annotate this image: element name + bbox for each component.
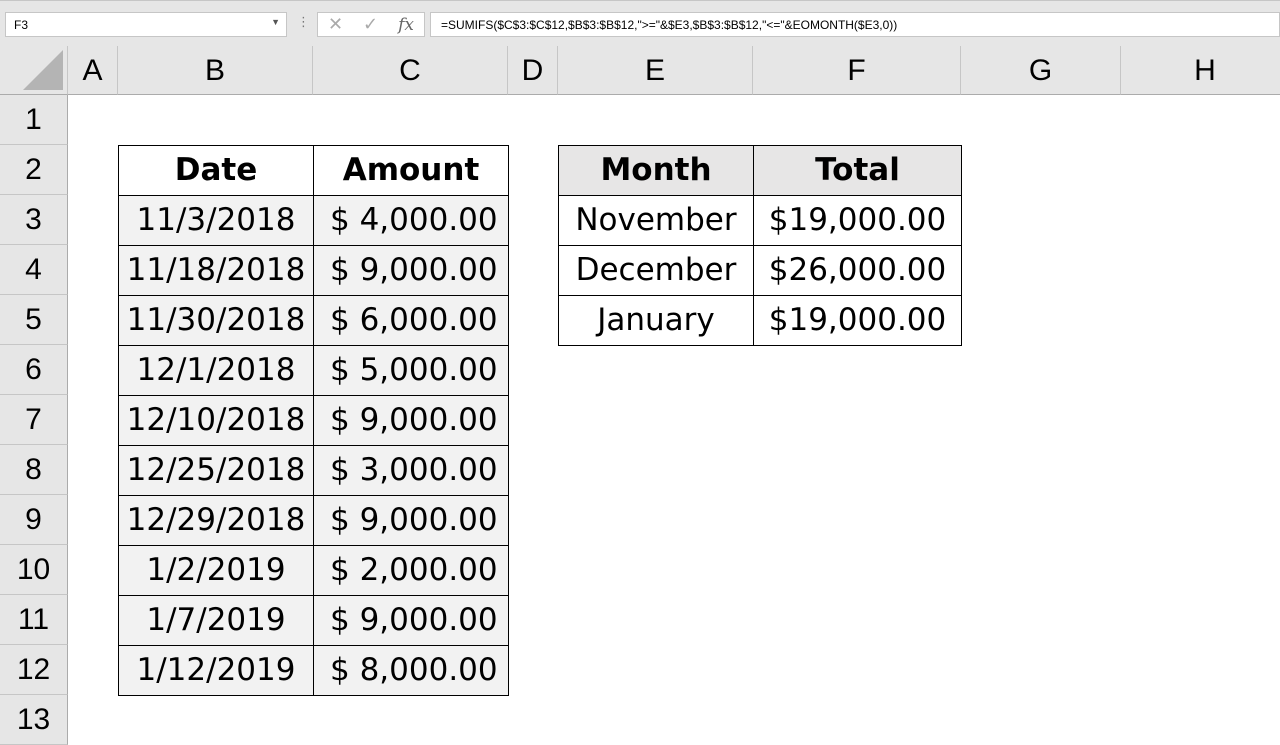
column-header-F[interactable]: F <box>753 46 961 95</box>
row-header-11[interactable]: 11 <box>0 595 68 645</box>
date-cell[interactable]: 1/7/2019 <box>118 595 314 646</box>
row-header-13[interactable]: 13 <box>0 695 68 745</box>
month-cell[interactable]: November <box>558 195 754 246</box>
total-cell[interactable]: $26,000.00 <box>753 245 962 296</box>
amount-cell[interactable]: $ 8,000.00 <box>313 645 509 696</box>
name-box-value: F3 <box>14 18 29 32</box>
date-cell[interactable]: 11/30/2018 <box>118 295 314 346</box>
column-header-E[interactable]: E <box>558 46 753 95</box>
table-header-date[interactable]: Date <box>118 145 314 196</box>
amount-cell[interactable]: $ 9,000.00 <box>313 595 509 646</box>
date-cell[interactable]: 12/1/2018 <box>118 345 314 396</box>
row-header-12[interactable]: 12 <box>0 645 68 695</box>
summary-header-total[interactable]: Total <box>753 145 962 196</box>
enter-icon[interactable]: ✓ <box>363 14 379 35</box>
formula-buttons: ✕ ✓ fx <box>317 12 425 37</box>
column-header-B[interactable]: B <box>118 46 313 95</box>
row-header-1[interactable]: 1 <box>0 95 68 145</box>
summary-header-month[interactable]: Month <box>558 145 754 196</box>
cancel-icon[interactable]: ✕ <box>327 14 344 35</box>
date-cell[interactable]: 11/18/2018 <box>118 245 314 296</box>
row-header-9[interactable]: 9 <box>0 495 68 545</box>
total-cell[interactable]: $19,000.00 <box>753 295 962 346</box>
column-header-H[interactable]: H <box>1121 46 1280 95</box>
select-all-icon <box>23 50 63 90</box>
more-icon[interactable]: ⋮ <box>297 15 310 30</box>
formula-bar: F3 ▼ ⋮ ✕ ✓ fx =SUMIFS($C$3:$C$12,$B$3:$B$… <box>0 0 1280 46</box>
row-header-3[interactable]: 3 <box>0 195 68 245</box>
date-cell[interactable]: 12/25/2018 <box>118 445 314 496</box>
select-all-corner[interactable] <box>0 46 68 95</box>
column-header-D[interactable]: D <box>508 46 558 95</box>
date-cell[interactable]: 1/2/2019 <box>118 545 314 596</box>
name-box[interactable]: F3 ▼ <box>5 12 287 37</box>
row-header-2[interactable]: 2 <box>0 145 68 195</box>
row-header-5[interactable]: 5 <box>0 295 68 345</box>
month-cell[interactable]: January <box>558 295 754 346</box>
column-header-G[interactable]: G <box>961 46 1121 95</box>
formula-input[interactable]: =SUMIFS($C$3:$C$12,$B$3:$B$12,">="&$E3,$… <box>430 12 1280 37</box>
column-header-A[interactable]: A <box>68 46 118 95</box>
amount-cell[interactable]: $ 5,000.00 <box>313 345 509 396</box>
amount-cell[interactable]: $ 9,000.00 <box>313 245 509 296</box>
row-header-8[interactable]: 8 <box>0 445 68 495</box>
amount-cell[interactable]: $ 9,000.00 <box>313 495 509 546</box>
total-cell[interactable]: $19,000.00 <box>753 195 962 246</box>
amount-cell[interactable]: $ 2,000.00 <box>313 545 509 596</box>
chevron-down-icon[interactable]: ▼ <box>271 17 280 27</box>
amount-cell[interactable]: $ 4,000.00 <box>313 195 509 246</box>
amount-cell[interactable]: $ 3,000.00 <box>313 445 509 496</box>
row-header-6[interactable]: 6 <box>0 345 68 395</box>
date-cell[interactable]: 1/12/2019 <box>118 645 314 696</box>
date-cell[interactable]: 12/10/2018 <box>118 395 314 446</box>
column-header-C[interactable]: C <box>313 46 508 95</box>
date-cell[interactable]: 12/29/2018 <box>118 495 314 546</box>
insert-function-icon[interactable]: fx <box>398 14 414 35</box>
row-header-7[interactable]: 7 <box>0 395 68 445</box>
month-cell[interactable]: December <box>558 245 754 296</box>
table-header-amount[interactable]: Amount <box>313 145 509 196</box>
date-cell[interactable]: 11/3/2018 <box>118 195 314 246</box>
amount-cell[interactable]: $ 9,000.00 <box>313 395 509 446</box>
amount-cell[interactable]: $ 6,000.00 <box>313 295 509 346</box>
row-header-4[interactable]: 4 <box>0 245 68 295</box>
row-header-10[interactable]: 10 <box>0 545 68 595</box>
